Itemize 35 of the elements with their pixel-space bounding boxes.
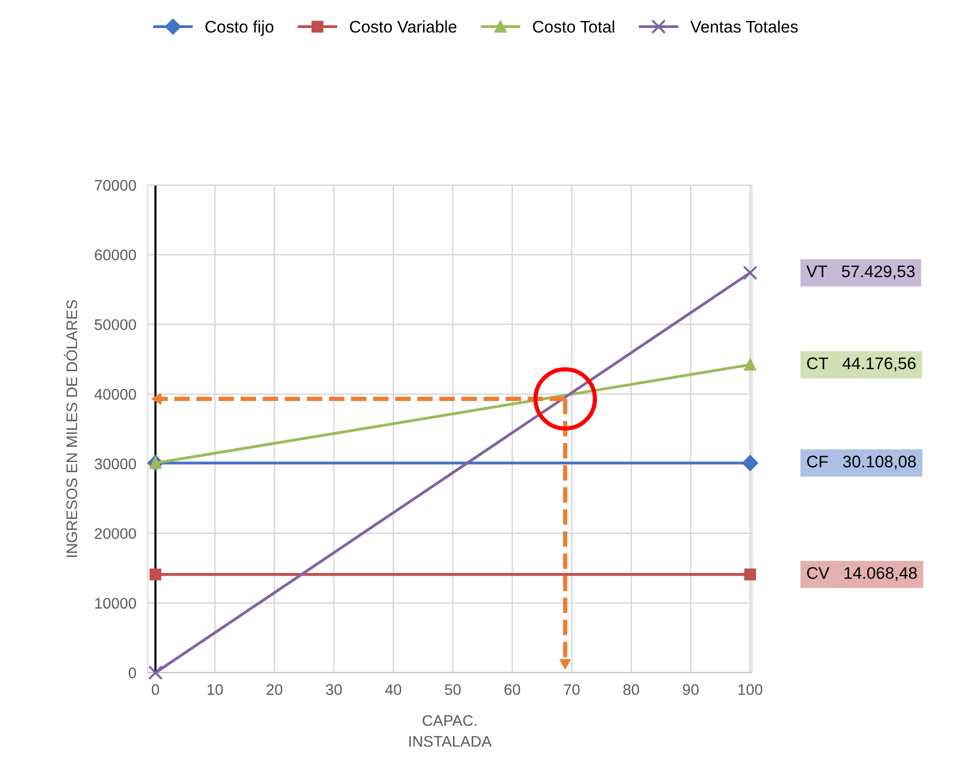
x-tick-label: 70	[564, 684, 580, 696]
text: CT 44.176,56	[807, 357, 916, 372]
x-axis-title: CAPAC. INSTALADA	[409, 715, 492, 747]
point	[744, 568, 756, 580]
y-tick-label: 20000	[94, 528, 136, 540]
point	[150, 568, 162, 580]
point	[744, 358, 756, 371]
y-axis-title: INGRESOS EN MILES DE DÓLARES	[64, 300, 78, 557]
y-tick-label: 10000	[95, 598, 136, 609]
x-tick-label: 80	[623, 684, 640, 696]
x-tick-label: 10	[208, 684, 223, 696]
x-tick-label: 20	[266, 684, 282, 696]
x-tick-label: 30	[326, 684, 342, 696]
y-tick-label: 30000	[94, 458, 136, 470]
legend-label: Ventas Totales	[690, 20, 798, 33]
text: CV 14.068,48	[807, 567, 917, 581]
x-tick-label: 0	[152, 684, 160, 696]
text: VT 57.429,53	[806, 265, 915, 280]
x-tick-label: 50	[444, 684, 461, 696]
legend-label: Costo Variable	[350, 20, 456, 33]
point	[148, 665, 163, 680]
y-tick-label: 70000	[94, 180, 136, 191]
x-tick-label: 100	[738, 684, 762, 696]
y-tick-label: 40000	[94, 388, 136, 400]
y-tick-label: 60000	[94, 250, 136, 260]
point	[742, 455, 758, 471]
x-tick-label: 40	[385, 684, 402, 696]
text: CF 30.108,08	[807, 456, 916, 470]
y-tick-label: 0	[128, 668, 136, 678]
point	[742, 266, 758, 280]
x-tick-label: 90	[682, 684, 699, 696]
legend-label: Costo Total	[533, 20, 614, 33]
legend-label: Costo fijo	[205, 20, 274, 36]
y-tick-label: 50000	[94, 319, 136, 330]
x-tick-label: 60	[504, 684, 520, 696]
